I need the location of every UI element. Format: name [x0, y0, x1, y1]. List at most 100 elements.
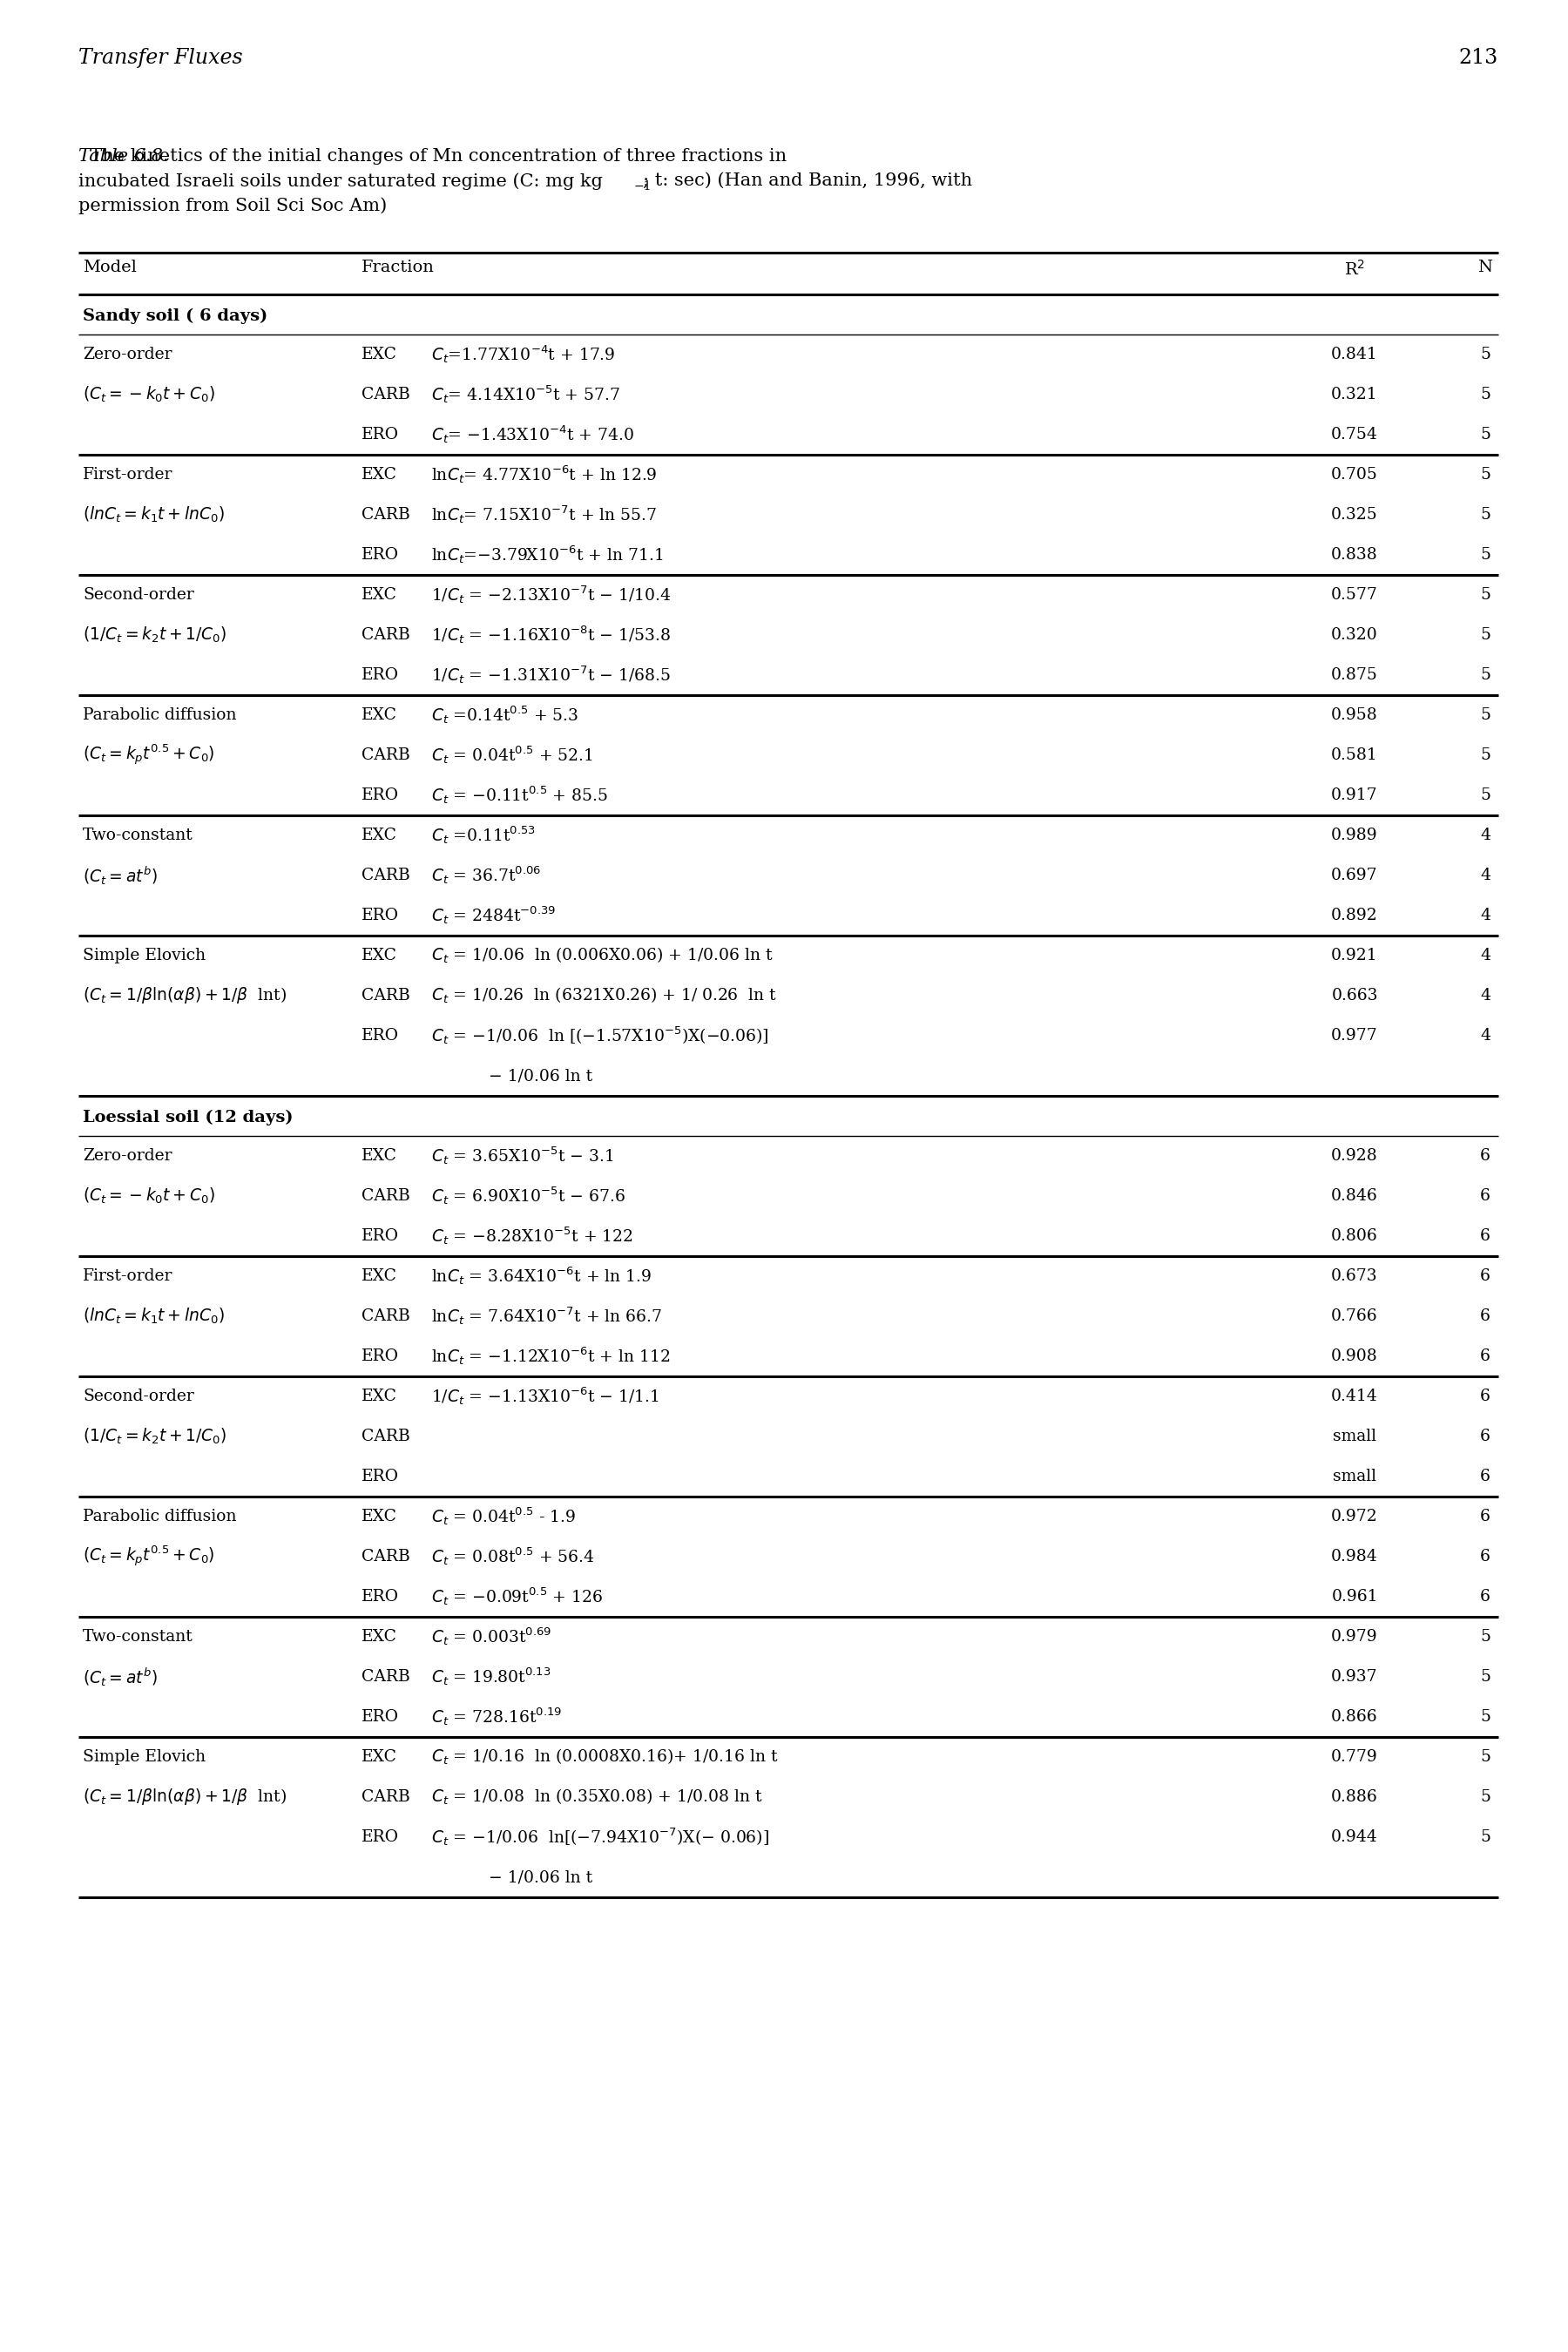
Text: 6: 6	[1480, 1268, 1491, 1284]
Text: EXC: EXC	[362, 588, 397, 602]
Text: 5: 5	[1480, 1830, 1491, 1844]
Text: 0.979: 0.979	[1331, 1630, 1378, 1644]
Text: $C_t$ = −0.11t$^{0.5}$ + 85.5: $C_t$ = −0.11t$^{0.5}$ + 85.5	[431, 786, 608, 807]
Text: 5: 5	[1480, 386, 1491, 402]
Text: $C_t$ = −8.28X10$^{-5}$t + 122: $C_t$ = −8.28X10$^{-5}$t + 122	[431, 1225, 633, 1247]
Text: $(lnC_t = k_1t + lnC_0)$: $(lnC_t = k_1t + lnC_0)$	[83, 1308, 224, 1327]
Text: 0.958: 0.958	[1331, 708, 1378, 722]
Text: Zero-order: Zero-order	[83, 346, 172, 362]
Text: Table 6.8.: Table 6.8.	[78, 148, 169, 165]
Text: $(C_t = at^b)$: $(C_t = at^b)$	[83, 1665, 157, 1689]
Text: incubated Israeli soils under saturated regime (C: mg kg: incubated Israeli soils under saturated …	[78, 172, 602, 191]
Text: 6: 6	[1480, 1508, 1491, 1524]
Text: ERO: ERO	[362, 426, 398, 442]
Text: $C_t$= −1.43X10$^{-4}$t + 74.0: $C_t$= −1.43X10$^{-4}$t + 74.0	[431, 423, 633, 445]
Text: $(C_t = -k_0t + C_0)$: $(C_t = -k_0t + C_0)$	[83, 1185, 215, 1207]
Text: 6: 6	[1480, 1308, 1491, 1324]
Text: First-order: First-order	[83, 1268, 172, 1284]
Text: $C_t$ = −0.09t$^{0.5}$ + 126: $C_t$ = −0.09t$^{0.5}$ + 126	[431, 1585, 604, 1606]
Text: 5: 5	[1480, 748, 1491, 762]
Text: 0.766: 0.766	[1331, 1308, 1378, 1324]
Text: EXC: EXC	[362, 1268, 397, 1284]
Text: 0.866: 0.866	[1331, 1710, 1378, 1724]
Text: 0.886: 0.886	[1331, 1790, 1378, 1804]
Text: CARB: CARB	[362, 748, 411, 762]
Text: 4: 4	[1480, 828, 1491, 844]
Text: Parabolic diffusion: Parabolic diffusion	[83, 1508, 237, 1524]
Text: Second-order: Second-order	[83, 1388, 194, 1404]
Text: N: N	[1477, 259, 1493, 275]
Text: 5: 5	[1480, 508, 1491, 522]
Text: 0.673: 0.673	[1331, 1268, 1378, 1284]
Text: 5: 5	[1480, 468, 1491, 482]
Text: 0.892: 0.892	[1331, 908, 1378, 924]
Text: Two-constant: Two-constant	[83, 828, 193, 844]
Text: 0.937: 0.937	[1331, 1670, 1378, 1684]
Text: $C_t$ = 1/0.08  ln (0.35X0.08) + 1/0.08 ln t: $C_t$ = 1/0.08 ln (0.35X0.08) + 1/0.08 l…	[431, 1788, 764, 1806]
Text: 1/$C_t$ = −1.13X10$^{-6}$t − 1/1.1: 1/$C_t$ = −1.13X10$^{-6}$t − 1/1.1	[431, 1385, 660, 1406]
Text: $(C_t = at^b)$: $(C_t = at^b)$	[83, 866, 157, 887]
Text: 0.806: 0.806	[1331, 1228, 1378, 1244]
Text: $(1/C_t = k_2t + 1/C_0)$: $(1/C_t = k_2t + 1/C_0)$	[83, 1428, 227, 1446]
Text: $C_t$ = 3.65X10$^{-5}$t − 3.1: $C_t$ = 3.65X10$^{-5}$t − 3.1	[431, 1145, 615, 1167]
Text: 0.577: 0.577	[1331, 588, 1378, 602]
Text: 0.321: 0.321	[1331, 386, 1378, 402]
Text: 0.325: 0.325	[1331, 508, 1378, 522]
Text: 0.697: 0.697	[1331, 868, 1378, 884]
Text: Sandy soil ( 6 days): Sandy soil ( 6 days)	[83, 308, 268, 325]
Text: 6: 6	[1480, 1550, 1491, 1564]
Text: 4: 4	[1480, 948, 1491, 964]
Text: $C_t$ = 0.003t$^{0.69}$: $C_t$ = 0.003t$^{0.69}$	[431, 1625, 552, 1649]
Text: 5: 5	[1480, 548, 1491, 562]
Text: $C_t$ = 0.04t$^{0.5}$ + 52.1: $C_t$ = 0.04t$^{0.5}$ + 52.1	[431, 746, 593, 767]
Text: 4: 4	[1480, 908, 1491, 924]
Text: CARB: CARB	[362, 508, 411, 522]
Text: $C_t$ = 0.08t$^{0.5}$ + 56.4: $C_t$ = 0.08t$^{0.5}$ + 56.4	[431, 1545, 594, 1566]
Text: 0.663: 0.663	[1331, 988, 1378, 1004]
Text: EXC: EXC	[362, 948, 397, 964]
Text: $C_t$ = 728.16t$^{0.19}$: $C_t$ = 728.16t$^{0.19}$	[431, 1705, 561, 1729]
Text: 4: 4	[1480, 868, 1491, 884]
Text: CARB: CARB	[362, 628, 411, 642]
Text: ; t: sec) (Han and Banin, 1996, with: ; t: sec) (Han and Banin, 1996, with	[643, 172, 972, 188]
Text: $C_t$ = 1/0.26  ln (6321X0.26) + 1/ 0.26  ln t: $C_t$ = 1/0.26 ln (6321X0.26) + 1/ 0.26 …	[431, 985, 778, 1004]
Text: Transfer Fluxes: Transfer Fluxes	[78, 47, 243, 68]
Text: ERO: ERO	[362, 1590, 398, 1604]
Text: Model: Model	[83, 259, 136, 275]
Text: 5: 5	[1480, 588, 1491, 602]
Text: 0.754: 0.754	[1331, 426, 1378, 442]
Text: − 1/0.06 ln t: − 1/0.06 ln t	[431, 1068, 593, 1084]
Text: $C_t$ = 1/0.16  ln (0.0008X0.16)+ 1/0.16 ln t: $C_t$ = 1/0.16 ln (0.0008X0.16)+ 1/0.16 …	[431, 1748, 779, 1766]
Text: 6: 6	[1480, 1148, 1491, 1164]
Text: $(C_t = k_pt^{0.5} + C_0)$: $(C_t = k_pt^{0.5} + C_0)$	[83, 1545, 215, 1569]
Text: ln$C_t$= 4.77X10$^{-6}$t + ln 12.9: ln$C_t$= 4.77X10$^{-6}$t + ln 12.9	[431, 463, 657, 485]
Text: ERO: ERO	[362, 668, 398, 682]
Text: 6: 6	[1480, 1428, 1491, 1444]
Text: small: small	[1333, 1468, 1377, 1484]
Text: 213: 213	[1458, 47, 1499, 68]
Text: The kinetics of the initial changes of Mn concentration of three fractions in: The kinetics of the initial changes of M…	[78, 148, 787, 165]
Text: 1/$C_t$ = −2.13X10$^{-7}$t − 1/10.4: 1/$C_t$ = −2.13X10$^{-7}$t − 1/10.4	[431, 583, 671, 607]
Text: 6: 6	[1480, 1348, 1491, 1364]
Text: 1/$C_t$ = −1.16X10$^{-8}$t − 1/53.8: 1/$C_t$ = −1.16X10$^{-8}$t − 1/53.8	[431, 623, 671, 647]
Text: EXC: EXC	[362, 1630, 397, 1644]
Text: 0.989: 0.989	[1331, 828, 1378, 844]
Text: CARB: CARB	[362, 1308, 411, 1324]
Text: CARB: CARB	[362, 868, 411, 884]
Text: R$^2$: R$^2$	[1344, 259, 1366, 278]
Text: $C_t$ = 1/0.06  ln (0.006X0.06) + 1/0.06 ln t: $C_t$ = 1/0.06 ln (0.006X0.06) + 1/0.06 …	[431, 946, 773, 964]
Text: 6: 6	[1480, 1388, 1491, 1404]
Text: ERO: ERO	[362, 1028, 398, 1044]
Text: ERO: ERO	[362, 788, 398, 802]
Text: 5: 5	[1480, 426, 1491, 442]
Text: CARB: CARB	[362, 1670, 411, 1684]
Text: ERO: ERO	[362, 1468, 398, 1484]
Text: EXC: EXC	[362, 346, 397, 362]
Text: small: small	[1333, 1428, 1377, 1444]
Text: First-order: First-order	[83, 468, 172, 482]
Text: Zero-order: Zero-order	[83, 1148, 172, 1164]
Text: ln$C_t$ = 7.64X10$^{-7}$t + ln 66.7: ln$C_t$ = 7.64X10$^{-7}$t + ln 66.7	[431, 1305, 662, 1327]
Text: $C_t$ = 6.90X10$^{-5}$t − 67.6: $C_t$ = 6.90X10$^{-5}$t − 67.6	[431, 1185, 626, 1207]
Text: 0.779: 0.779	[1331, 1750, 1378, 1764]
Text: Loessial soil (12 days): Loessial soil (12 days)	[83, 1110, 293, 1127]
